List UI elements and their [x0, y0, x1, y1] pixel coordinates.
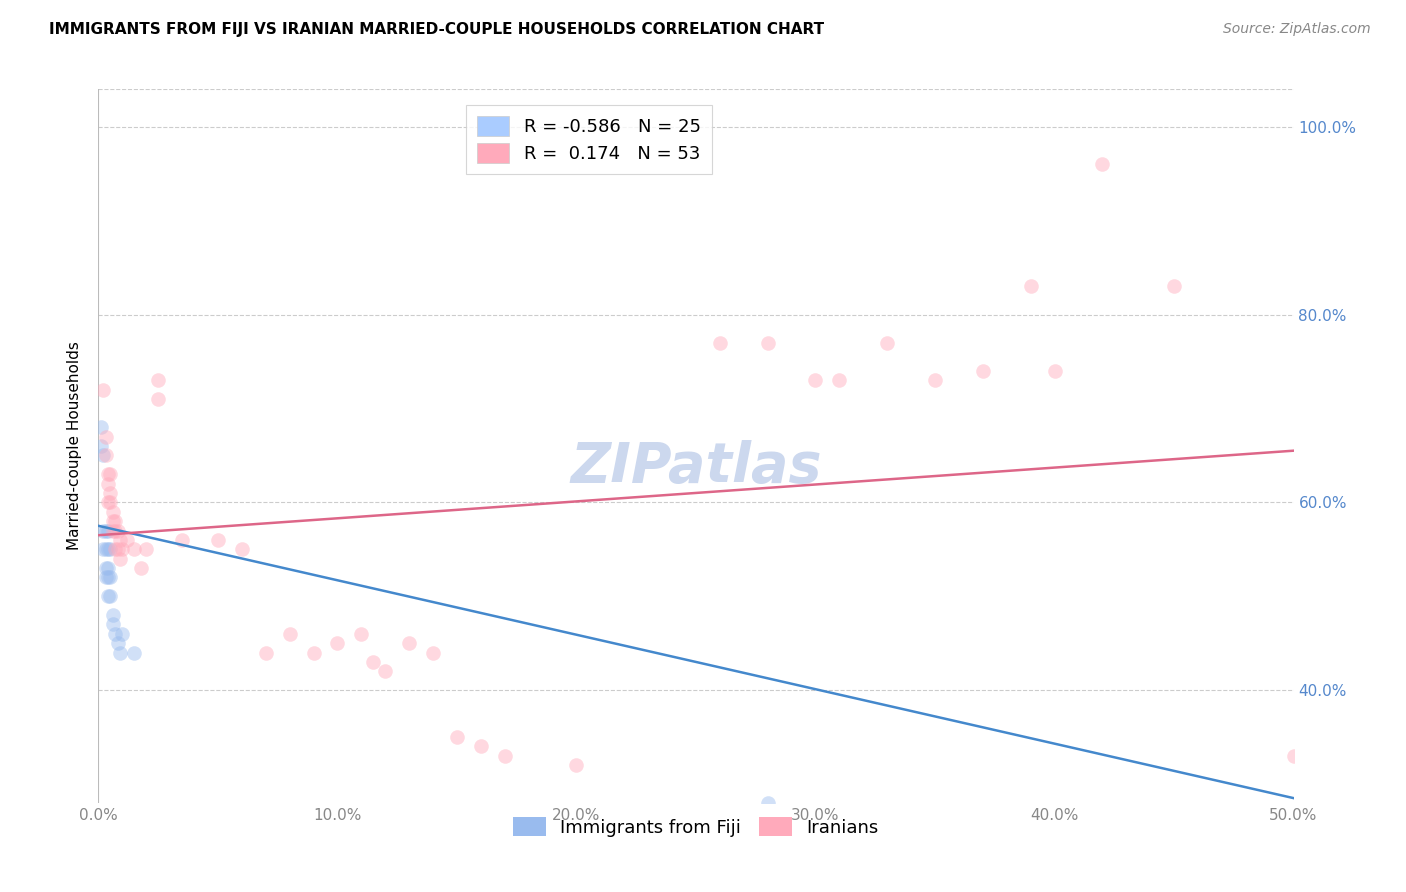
Point — [1163, 279, 1185, 293]
Text: IMMIGRANTS FROM FIJI VS IRANIAN MARRIED-COUPLE HOUSEHOLDS CORRELATION CHART: IMMIGRANTS FROM FIJI VS IRANIAN MARRIED-… — [49, 22, 824, 37]
Point — [97, 467, 120, 482]
Point — [756, 335, 779, 350]
Point — [104, 627, 127, 641]
Point — [446, 730, 468, 744]
Point — [108, 533, 131, 547]
Y-axis label: Married-couple Households: Married-couple Households — [67, 342, 83, 550]
Point — [1282, 748, 1305, 763]
Point — [107, 542, 129, 557]
Point — [876, 335, 898, 350]
Point — [131, 561, 153, 575]
Point — [494, 748, 516, 763]
Point — [98, 542, 122, 557]
Point — [124, 542, 146, 557]
Point — [94, 449, 117, 463]
Point — [94, 524, 117, 538]
Point — [1091, 157, 1114, 171]
Point — [135, 542, 157, 557]
Point — [101, 607, 124, 622]
Point — [91, 449, 114, 463]
Point — [97, 542, 120, 557]
Point — [254, 646, 277, 660]
Point — [363, 655, 385, 669]
Point — [565, 758, 588, 772]
Point — [98, 486, 122, 500]
Point — [94, 570, 117, 584]
Point — [924, 373, 946, 387]
Point — [124, 646, 146, 660]
Point — [97, 495, 120, 509]
Point — [101, 505, 124, 519]
Point — [148, 392, 170, 406]
Point — [104, 514, 127, 528]
Point — [422, 646, 444, 660]
Point — [98, 495, 122, 509]
Point — [1019, 279, 1042, 293]
Point — [172, 533, 194, 547]
Point — [108, 551, 131, 566]
Point — [1043, 364, 1066, 378]
Point — [91, 524, 114, 538]
Point — [97, 589, 120, 603]
Point — [97, 524, 120, 538]
Point — [828, 373, 851, 387]
Point — [804, 373, 827, 387]
Point — [101, 514, 124, 528]
Point — [111, 627, 134, 641]
Point — [107, 524, 129, 538]
Point — [91, 542, 114, 557]
Point — [97, 476, 120, 491]
Point — [398, 636, 420, 650]
Point — [90, 420, 112, 434]
Point — [90, 439, 112, 453]
Point — [91, 383, 114, 397]
Point — [101, 617, 124, 632]
Point — [98, 570, 122, 584]
Point — [94, 429, 117, 443]
Point — [756, 796, 779, 810]
Point — [108, 646, 131, 660]
Point — [207, 533, 229, 547]
Point — [470, 739, 492, 754]
Point — [107, 636, 129, 650]
Point — [104, 542, 127, 557]
Point — [115, 533, 138, 547]
Point — [231, 542, 253, 557]
Legend: Immigrants from Fiji, Iranians: Immigrants from Fiji, Iranians — [506, 809, 886, 844]
Text: Source: ZipAtlas.com: Source: ZipAtlas.com — [1223, 22, 1371, 37]
Point — [148, 373, 170, 387]
Point — [350, 627, 373, 641]
Point — [278, 627, 301, 641]
Point — [709, 335, 731, 350]
Point — [97, 561, 120, 575]
Point — [97, 570, 120, 584]
Point — [302, 646, 325, 660]
Point — [104, 524, 127, 538]
Point — [326, 636, 349, 650]
Point — [111, 542, 134, 557]
Point — [98, 589, 122, 603]
Point — [972, 364, 994, 378]
Point — [94, 561, 117, 575]
Point — [374, 665, 396, 679]
Text: ZIPatlas: ZIPatlas — [571, 441, 821, 494]
Point — [98, 467, 122, 482]
Point — [94, 542, 117, 557]
Point — [101, 524, 124, 538]
